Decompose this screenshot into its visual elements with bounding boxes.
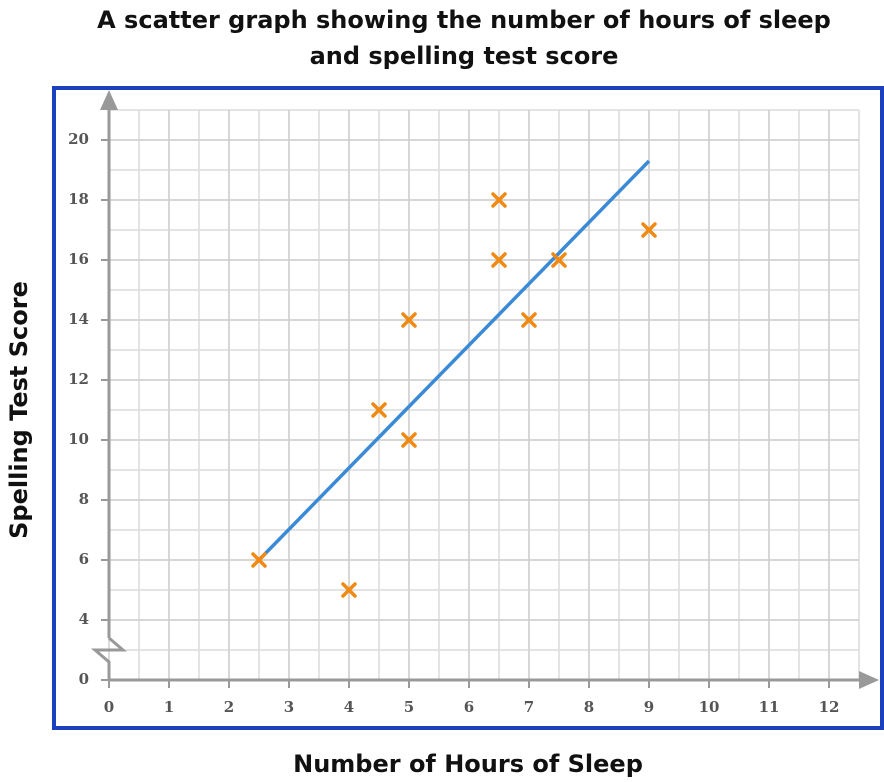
y-tick-label: 18 [68,190,89,208]
data-point [371,402,387,418]
data-point [251,552,267,568]
y-tick-label: 4 [79,610,89,628]
trend-line [257,159,651,562]
x-tick-label: 12 [819,698,840,716]
y-tick-label: 0 [79,670,89,688]
x-tick-label: 7 [524,698,534,716]
x-tick-label: 0 [104,698,114,716]
y-tick-label: 20 [68,130,89,148]
y-axis-arrow [100,90,118,110]
y-tick-label: 12 [68,370,89,388]
y-tick-label: 10 [68,430,89,448]
data-point [551,252,567,268]
y-tick-label: 16 [68,250,89,268]
x-tick-label: 3 [284,698,294,716]
chart-title: A scatter graph showing the number of ho… [97,6,831,70]
y-tick-label: 6 [79,550,89,568]
x-axis-arrow [859,671,879,689]
data-point [401,312,417,328]
x-tick-label: 11 [759,698,780,716]
data-point [491,192,507,208]
x-tick-label: 8 [584,698,594,716]
data-point [401,432,417,448]
data-point [641,222,657,238]
x-tick-label: 9 [644,698,654,716]
y-tick-label: 14 [68,310,89,328]
x-tick-label: 6 [464,698,474,716]
x-tick-label: 10 [699,698,720,716]
x-tick-label: 4 [344,698,354,716]
y-axis-title: Spelling Test Score [5,281,33,539]
data-point [521,312,537,328]
y-tick-label: 8 [79,490,89,508]
x-tick-label: 5 [404,698,414,716]
data-point [341,582,357,598]
plot [251,159,657,598]
x-tick-label: 2 [224,698,234,716]
chart-frame [52,86,884,730]
y-axis-break [90,636,128,680]
x-axis-title: Number of Hours of Sleep [293,750,643,778]
data-point [491,252,507,268]
x-tick-label: 1 [164,698,174,716]
